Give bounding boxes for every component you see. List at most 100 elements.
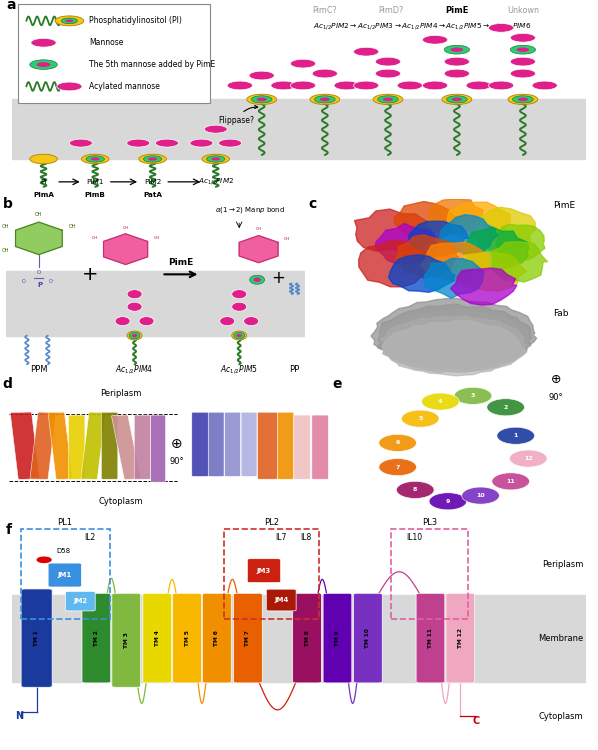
Text: $Ac_{1/2}PIM4$: $Ac_{1/2}PIM4$	[115, 363, 154, 376]
Text: PimB: PimB	[85, 192, 106, 198]
Circle shape	[508, 94, 538, 104]
Text: Cytoplasm: Cytoplasm	[539, 712, 583, 721]
FancyBboxPatch shape	[203, 593, 231, 683]
Text: P: P	[38, 282, 43, 288]
Bar	[12, 595, 586, 682]
Circle shape	[57, 82, 82, 91]
Bar	[6, 271, 305, 335]
Text: 90°: 90°	[548, 393, 563, 402]
FancyBboxPatch shape	[173, 593, 202, 683]
Circle shape	[205, 125, 227, 134]
Circle shape	[30, 154, 57, 164]
Circle shape	[450, 47, 463, 52]
Text: TM 10: TM 10	[365, 628, 370, 648]
FancyBboxPatch shape	[225, 413, 240, 476]
Circle shape	[447, 96, 467, 103]
Circle shape	[376, 69, 401, 78]
Circle shape	[422, 81, 448, 90]
Text: D58: D58	[57, 548, 71, 554]
Circle shape	[444, 69, 469, 78]
Text: PP: PP	[289, 364, 300, 374]
FancyBboxPatch shape	[258, 413, 277, 479]
Polygon shape	[425, 259, 484, 298]
Text: +: +	[271, 269, 285, 287]
Circle shape	[310, 94, 340, 104]
Circle shape	[155, 140, 178, 147]
Circle shape	[489, 23, 514, 32]
Circle shape	[397, 81, 422, 90]
Text: PimD?: PimD?	[378, 6, 404, 15]
Circle shape	[510, 34, 536, 42]
Bar	[12, 100, 586, 159]
Polygon shape	[470, 207, 535, 251]
Circle shape	[247, 94, 277, 104]
Text: 11: 11	[507, 478, 515, 484]
Text: OH: OH	[123, 226, 129, 230]
Circle shape	[254, 278, 261, 282]
Text: The 5th mannose added by PimE: The 5th mannose added by PimE	[90, 60, 216, 69]
Text: TM 5: TM 5	[185, 630, 190, 646]
Circle shape	[69, 140, 92, 147]
Text: N: N	[16, 712, 23, 722]
Text: TM 7: TM 7	[245, 630, 251, 646]
Circle shape	[91, 158, 100, 160]
Circle shape	[510, 69, 536, 78]
Polygon shape	[463, 227, 529, 269]
Circle shape	[129, 332, 140, 339]
Text: ⊕: ⊕	[551, 373, 561, 386]
Polygon shape	[371, 298, 536, 369]
Text: PimA: PimA	[33, 192, 54, 198]
Text: Unkown: Unkown	[507, 6, 539, 15]
Circle shape	[202, 154, 230, 164]
Circle shape	[251, 96, 272, 103]
Circle shape	[518, 98, 528, 101]
Polygon shape	[377, 304, 532, 370]
Text: TM 6: TM 6	[215, 630, 219, 646]
Circle shape	[315, 96, 335, 103]
Circle shape	[219, 140, 242, 147]
Text: a: a	[6, 0, 16, 12]
Circle shape	[132, 334, 137, 338]
FancyBboxPatch shape	[102, 413, 118, 479]
Text: PimC?: PimC?	[313, 6, 337, 15]
Bar	[18, 4, 210, 104]
Circle shape	[139, 316, 154, 326]
Text: C: C	[472, 716, 480, 726]
Text: c: c	[308, 197, 316, 211]
Circle shape	[127, 331, 142, 340]
Ellipse shape	[492, 472, 530, 490]
Circle shape	[37, 557, 51, 562]
Ellipse shape	[379, 458, 416, 476]
Polygon shape	[491, 242, 548, 282]
Text: Fab: Fab	[553, 309, 569, 318]
Circle shape	[36, 62, 50, 67]
Text: OH: OH	[154, 236, 160, 240]
FancyBboxPatch shape	[323, 593, 352, 683]
Polygon shape	[454, 252, 527, 291]
Polygon shape	[380, 316, 527, 373]
FancyBboxPatch shape	[82, 593, 111, 683]
Text: PimE: PimE	[445, 6, 469, 15]
Circle shape	[86, 156, 105, 162]
Text: PIM2: PIM2	[144, 178, 161, 184]
Text: JM2: JM2	[73, 598, 87, 604]
Circle shape	[232, 290, 246, 298]
Circle shape	[30, 60, 57, 69]
FancyBboxPatch shape	[241, 413, 257, 476]
Circle shape	[139, 154, 166, 164]
Text: OH: OH	[255, 227, 262, 231]
Text: IL2: IL2	[84, 533, 95, 542]
Text: Cytoplasm: Cytoplasm	[99, 497, 144, 506]
Polygon shape	[382, 320, 525, 376]
Circle shape	[334, 81, 359, 90]
Text: JM3: JM3	[257, 568, 271, 574]
Circle shape	[236, 334, 242, 338]
Text: PimE: PimE	[553, 201, 575, 210]
Text: e: e	[332, 377, 342, 392]
FancyBboxPatch shape	[111, 415, 141, 479]
FancyBboxPatch shape	[292, 593, 321, 683]
Polygon shape	[440, 214, 498, 255]
FancyBboxPatch shape	[112, 593, 141, 687]
Circle shape	[510, 57, 536, 66]
Text: TM 2: TM 2	[94, 630, 99, 646]
